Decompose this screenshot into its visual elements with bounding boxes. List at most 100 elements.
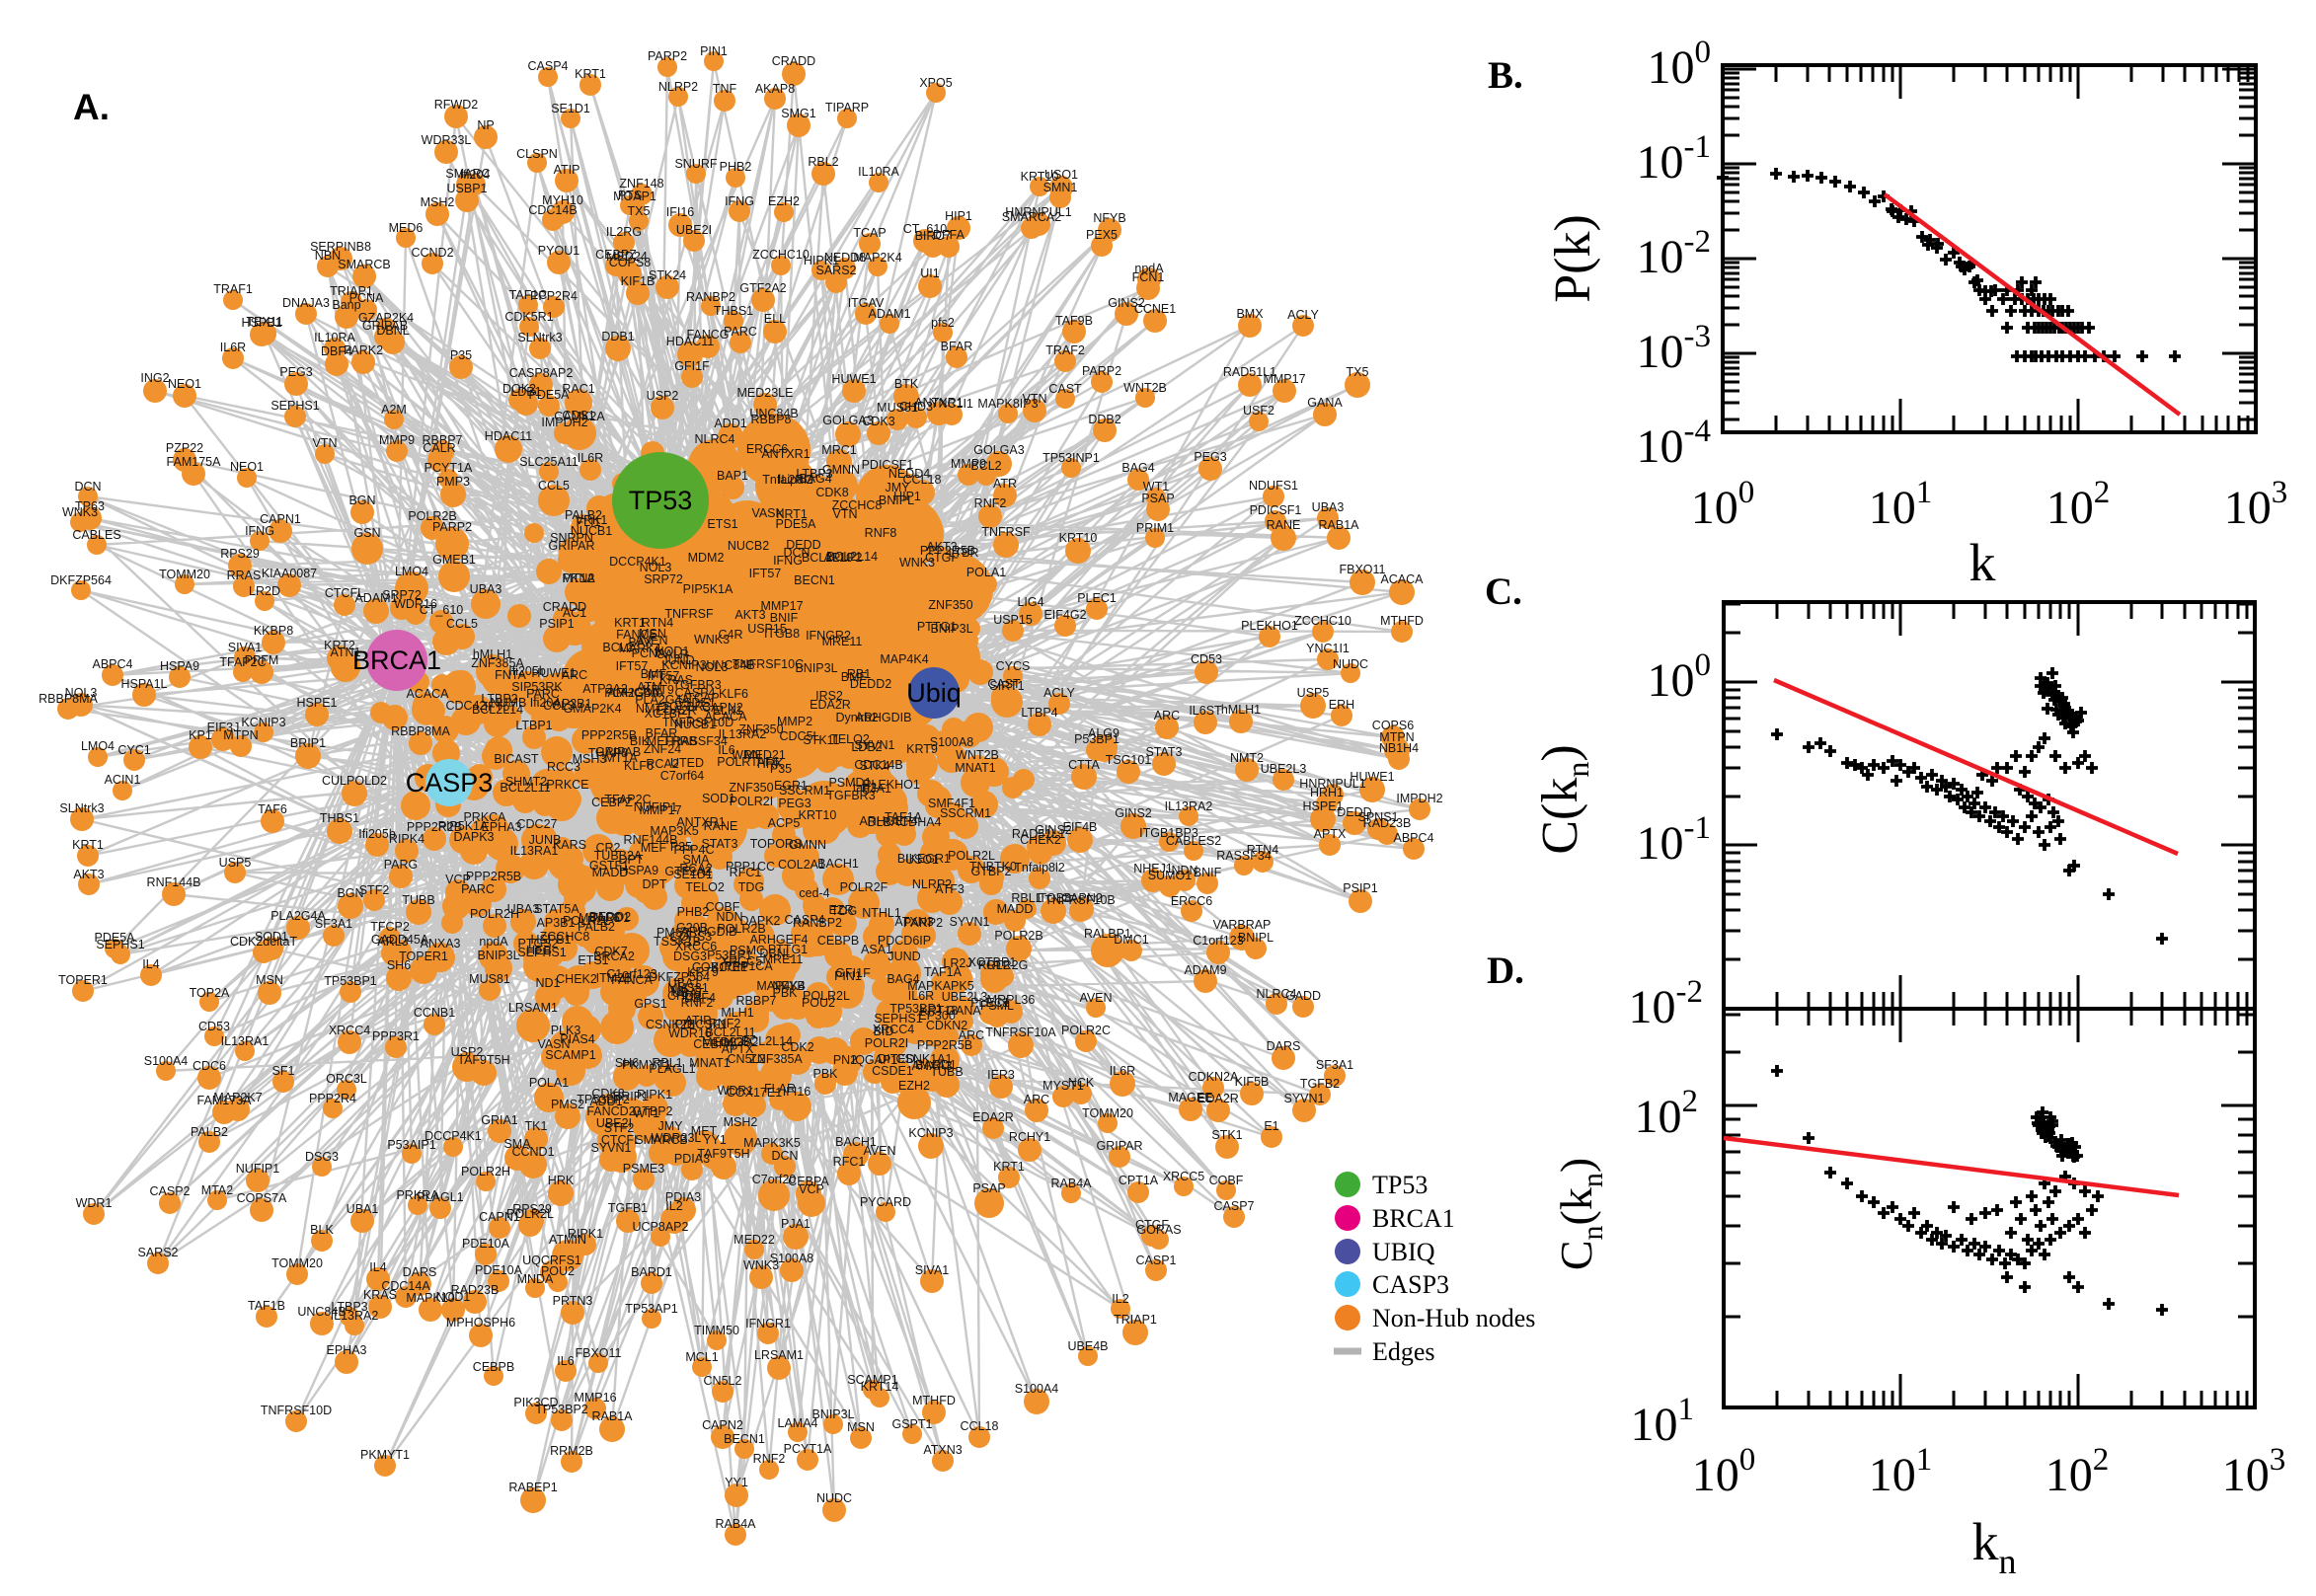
svg-text:PTS: PTS [618, 189, 642, 202]
svg-text:NHEJ1: NHEJ1 [1133, 862, 1173, 875]
svg-text:SHMT2: SHMT2 [505, 775, 547, 789]
svg-text:PIP5K1A: PIP5K1A [683, 582, 733, 596]
svg-text:TX5: TX5 [628, 204, 651, 218]
svg-text:KLF6: KLF6 [719, 687, 748, 701]
svg-text:CEBPA: CEBPA [693, 1037, 734, 1051]
svg-text:LMO4: LMO4 [395, 565, 428, 578]
svg-text:MRE11: MRE11 [822, 635, 863, 648]
svg-text:RPS29: RPS29 [512, 1202, 552, 1216]
svg-text:TAF9T5H: TAF9T5H [697, 1147, 749, 1161]
svg-text:TAF6: TAF6 [258, 802, 287, 816]
svg-text:NMT2: NMT2 [636, 702, 669, 716]
svg-text:CASP7: CASP7 [1214, 1199, 1255, 1213]
svg-text:PDICSF1: PDICSF1 [862, 458, 914, 472]
svg-text:CDK2: CDK2 [781, 1040, 813, 1054]
svg-text:MUS81: MUS81 [877, 401, 918, 415]
svg-text:ATXN3: ATXN3 [894, 915, 933, 929]
svg-text:npdA: npdA [479, 935, 508, 949]
svg-text:RNF144B: RNF144B [147, 875, 201, 889]
svg-text:IFT57: IFT57 [485, 700, 517, 714]
svg-text:CDC14A: CDC14A [381, 1279, 430, 1293]
svg-text:PSAP: PSAP [1141, 492, 1174, 505]
svg-text:NBN: NBN [315, 249, 341, 263]
svg-text:CRADD: CRADD [543, 600, 586, 614]
svg-text:ELL: ELL [764, 312, 786, 326]
svg-text:PDIA3: PDIA3 [665, 1190, 701, 1204]
svg-text:RAB1A: RAB1A [592, 1409, 634, 1423]
svg-text:PYCARD: PYCARD [860, 1195, 911, 1209]
svg-text:CAPN1: CAPN1 [479, 1210, 520, 1224]
svg-text:RAD23B: RAD23B [451, 1283, 500, 1297]
svg-text:SMARCB: SMARCB [338, 258, 390, 271]
svg-text:KRT2: KRT2 [324, 639, 355, 652]
svg-text:USP15: USP15 [993, 613, 1033, 627]
svg-text:ERCC6: ERCC6 [1171, 894, 1212, 908]
svg-text:BCL2L11: BCL2L11 [705, 1026, 755, 1039]
svg-text:MED21: MED21 [744, 748, 786, 762]
svg-text:ABPC4: ABPC4 [1394, 831, 1434, 845]
svg-text:HUWE1: HUWE1 [531, 666, 576, 680]
svg-text:GINS2: GINS2 [1108, 296, 1145, 310]
svg-text:ZNF385A: ZNF385A [749, 1052, 803, 1066]
svg-text:KRT18: KRT18 [920, 1004, 959, 1018]
svg-text:KRAS: KRAS [363, 1288, 397, 1302]
svg-text:TRIAP1: TRIAP1 [330, 284, 373, 298]
svg-text:CASP1: CASP1 [1136, 1254, 1177, 1267]
svg-text:PLA2G4A: PLA2G4A [270, 909, 326, 923]
svg-text:ING2: ING2 [140, 371, 169, 385]
svg-text:FLI1: FLI1 [576, 515, 600, 529]
svg-text:CRADD: CRADD [772, 54, 815, 68]
svg-text:DNAJA3: DNAJA3 [282, 296, 330, 310]
svg-text:DPT: DPT [643, 877, 667, 891]
svg-text:BMF: BMF [641, 667, 667, 681]
svg-text:ITGB8: ITGB8 [764, 627, 800, 641]
svg-text:SSCRM1: SSCRM1 [779, 784, 830, 798]
svg-text:SNRPN: SNRPN [550, 531, 593, 545]
svg-text:TNFRSF: TNFRSF [664, 607, 714, 621]
svg-text:PLEKHO1: PLEKHO1 [863, 778, 920, 792]
svg-text:NEDD8: NEDD8 [824, 251, 866, 265]
svg-text:NLRC4: NLRC4 [695, 432, 735, 446]
svg-text:RAB4A: RAB4A [716, 1517, 757, 1531]
svg-text:ATXN3: ATXN3 [923, 1443, 962, 1457]
svg-text:PARP2: PARP2 [432, 520, 472, 534]
svg-text:CALR: CALR [423, 441, 455, 455]
svg-text:NLRC4: NLRC4 [1257, 987, 1297, 1001]
svg-text:TP53: TP53 [629, 486, 693, 515]
svg-text:XRCC4: XRCC4 [873, 1023, 914, 1036]
svg-text:RABEP1: RABEP1 [508, 1481, 557, 1494]
svg-text:CHD3: CHD3 [667, 989, 701, 1003]
svg-text:PPP2R4: PPP2R4 [530, 289, 578, 303]
svg-text:PLEKHO1: PLEKHO1 [1241, 619, 1298, 633]
svg-text:CCND2: CCND2 [411, 246, 453, 260]
svg-text:ERH: ERH [1329, 698, 1354, 712]
svg-text:RNF2: RNF2 [681, 996, 714, 1010]
svg-text:CSNK1A1: CSNK1A1 [896, 1052, 953, 1066]
svg-text:FANCA: FANCA [611, 973, 653, 987]
svg-text:RBL1: RBL1 [1011, 891, 1042, 905]
svg-text:P35: P35 [450, 348, 472, 362]
svg-text:ZCCHC10: ZCCHC10 [752, 248, 810, 262]
svg-text:AVEN: AVEN [1079, 991, 1112, 1005]
svg-text:PLEC1: PLEC1 [970, 996, 1010, 1010]
svg-text:CHEK2: CHEK2 [1020, 833, 1061, 847]
svg-text:MAP4K4: MAP4K4 [880, 652, 928, 666]
svg-text:CAMK2A: CAMK2A [554, 410, 605, 423]
svg-text:NLRP2: NLRP2 [658, 80, 698, 94]
svg-text:FBXO11: FBXO11 [575, 1346, 621, 1360]
svg-text:NOD1: NOD1 [436, 1290, 471, 1304]
svg-text:PEG3: PEG3 [778, 797, 811, 810]
svg-text:POU2: POU2 [541, 1264, 575, 1278]
svg-text:EIF4B: EIF4B [1063, 820, 1098, 834]
svg-text:PN2: PN2 [833, 1053, 857, 1067]
svg-text:TUBB: TUBB [930, 1065, 963, 1079]
svg-text:KRT1: KRT1 [575, 67, 606, 81]
svg-text:RCHY1: RCHY1 [1009, 1130, 1050, 1144]
svg-text:FANCG: FANCG [686, 328, 729, 342]
svg-text:UBAT: UBAT [672, 986, 705, 1000]
svg-text:THRB: THRB [663, 734, 697, 748]
svg-text:IFT57: IFT57 [616, 659, 649, 673]
svg-text:S100A8: S100A8 [930, 735, 974, 749]
svg-text:IL6R: IL6R [908, 989, 934, 1003]
svg-text:KRT10: KRT10 [799, 808, 837, 822]
